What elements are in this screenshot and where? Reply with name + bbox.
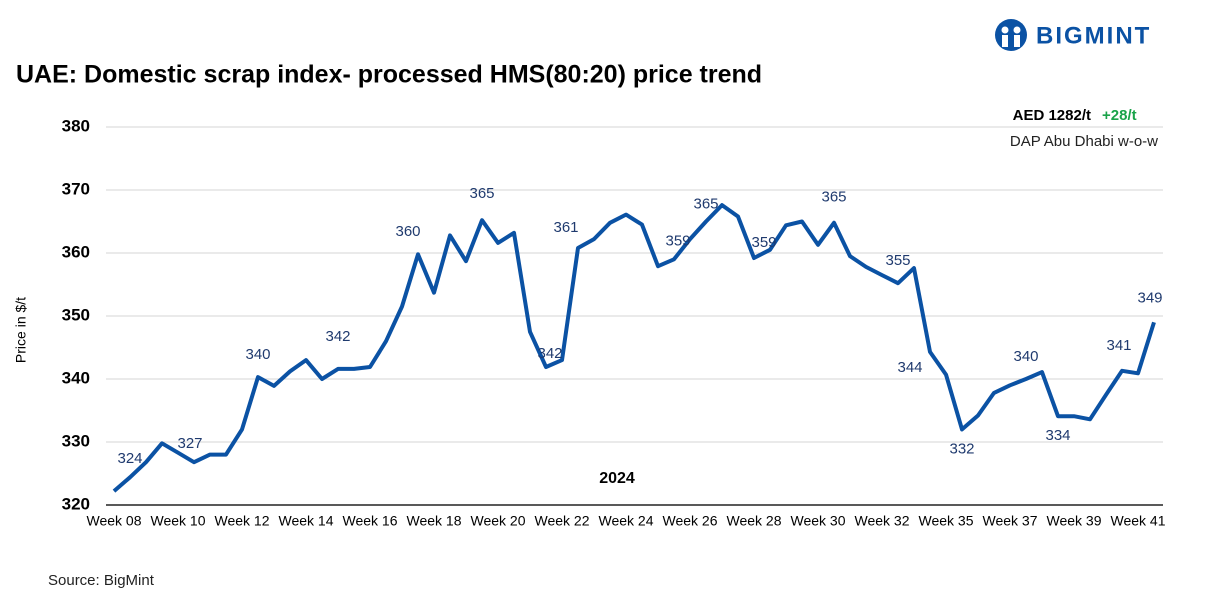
data-label: 360 xyxy=(395,223,420,240)
data-label: 359 xyxy=(665,232,690,249)
x-tick-label: Week 12 xyxy=(215,513,270,529)
y-axis-label: Price in $/t xyxy=(13,297,29,363)
data-label: 359 xyxy=(751,234,776,251)
data-label: 341 xyxy=(1106,337,1131,354)
x-tick-label: Week 24 xyxy=(599,513,654,529)
brand-logo xyxy=(995,19,1027,51)
x-tick-label: Week 35 xyxy=(919,513,974,529)
data-label: 365 xyxy=(469,185,494,202)
data-label: 365 xyxy=(693,195,718,212)
x-tick-label: Week 39 xyxy=(1047,513,1102,529)
price-line xyxy=(112,203,1156,493)
data-label: 334 xyxy=(1045,427,1070,444)
x-tick-label: Week 22 xyxy=(535,513,590,529)
y-tick-label: 350 xyxy=(62,305,90,324)
x-tick-label: Week 08 xyxy=(87,513,142,529)
data-label: 324 xyxy=(117,450,142,467)
data-label: 340 xyxy=(1013,348,1038,365)
x-tick-label: Week 20 xyxy=(471,513,526,529)
price: AED 1282/t xyxy=(1013,107,1091,124)
y-tick-label: 330 xyxy=(62,431,90,450)
y-tick-label: 320 xyxy=(62,494,90,513)
x-tick-label: Week 10 xyxy=(151,513,206,529)
y-tick-label: 370 xyxy=(62,179,90,198)
x-tick-label: Week 41 xyxy=(1111,513,1166,529)
data-label: 332 xyxy=(949,440,974,457)
x-tick-label: Week 26 xyxy=(663,513,718,529)
y-tick-label: 360 xyxy=(62,242,90,261)
brand: BIGMINT xyxy=(1036,22,1151,49)
change: +28/t xyxy=(1102,107,1137,124)
period: 2024 xyxy=(599,470,635,487)
x-tick-label: Week 37 xyxy=(983,513,1038,529)
data-label: 342 xyxy=(537,345,562,362)
x-tick-label: Week 28 xyxy=(727,513,782,529)
x-tick-label: Week 14 xyxy=(279,513,334,529)
data-label: 361 xyxy=(553,219,578,236)
basis: DAP Abu Dhabi w-o-w xyxy=(1010,133,1158,150)
data-label: 349 xyxy=(1137,289,1162,306)
source: Source: BigMint xyxy=(48,572,155,589)
chart-title: UAE: Domestic scrap index- processed HMS… xyxy=(16,61,762,89)
data-label: 344 xyxy=(897,359,922,376)
y-tick-label: 340 xyxy=(62,368,90,387)
data-label: 342 xyxy=(325,328,350,345)
x-tick-label: Week 30 xyxy=(791,513,846,529)
data-label: 355 xyxy=(885,252,910,269)
data-label: 327 xyxy=(177,435,202,452)
x-tick-label: Week 18 xyxy=(407,513,462,529)
x-tick-label: Week 16 xyxy=(343,513,398,529)
data-label: 365 xyxy=(821,189,846,206)
x-tick-label: Week 32 xyxy=(855,513,910,529)
data-label: 340 xyxy=(245,346,270,363)
y-tick-label: 380 xyxy=(62,116,90,135)
